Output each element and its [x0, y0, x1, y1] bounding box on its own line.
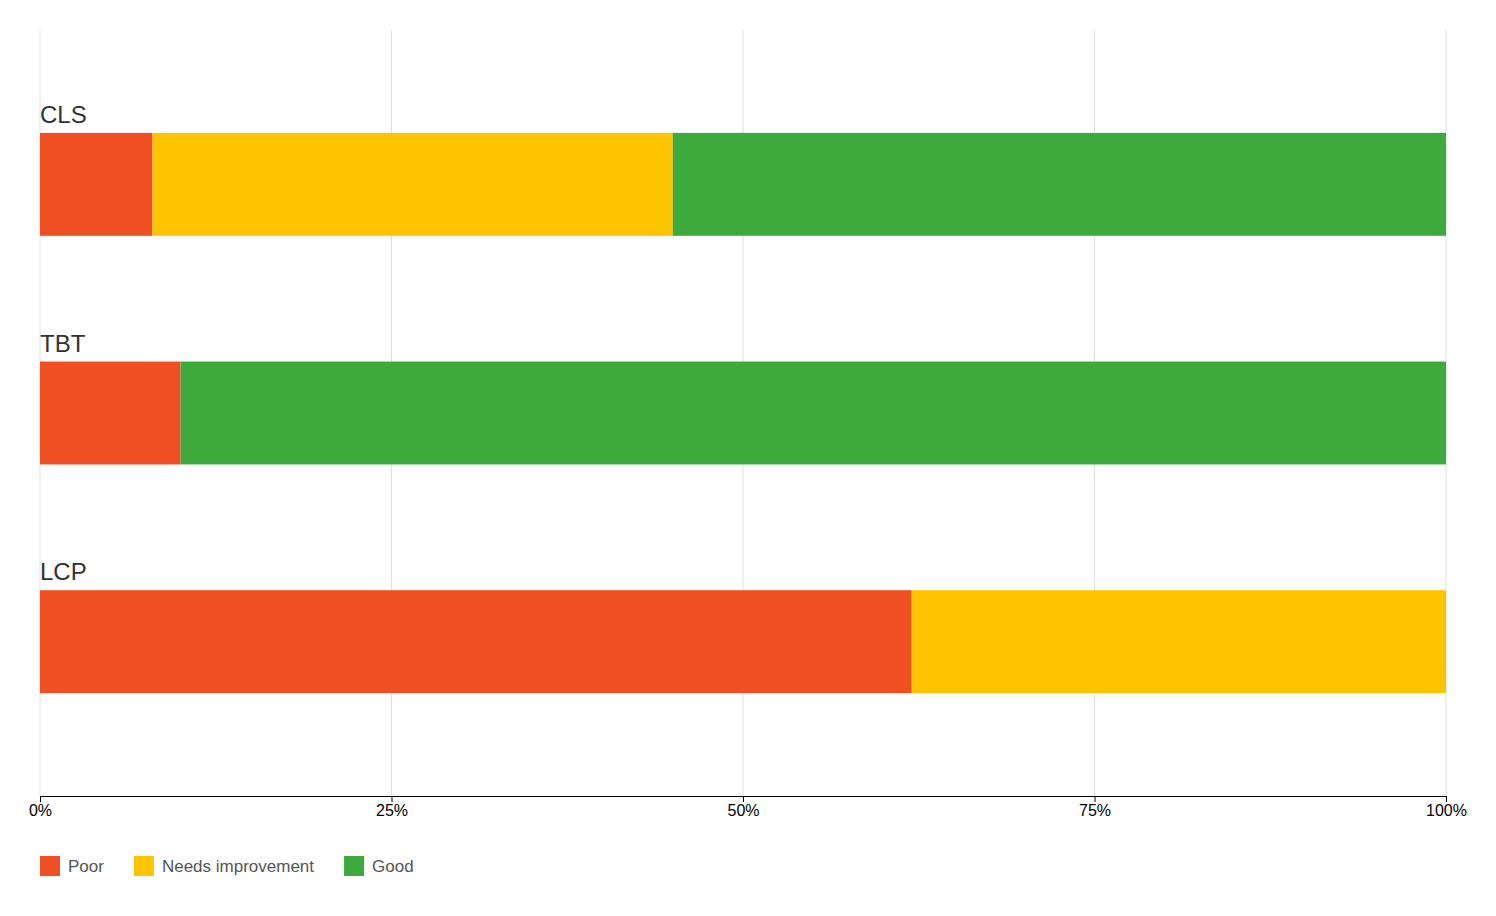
tick: 100%: [1426, 796, 1467, 819]
legend-label: Poor: [68, 857, 104, 876]
chart: LCP TBT CLS 0% 25% 50% 75% 100% Poor Needs improv…: [0, 0, 1496, 916]
bar: [673, 133, 1446, 236]
tick: 25%: [376, 796, 408, 819]
legend-label: Good: [372, 857, 414, 876]
bar: [181, 362, 1446, 465]
tick-label: 75%: [1079, 802, 1111, 819]
bar: [40, 133, 152, 236]
series: [152, 133, 1446, 693]
category-labels: LCP TBT CLS: [40, 101, 87, 585]
tick-mark: [1095, 796, 1096, 802]
x-axis: 0% 25% 50% 75% 100%: [29, 796, 1467, 819]
tick: 0%: [29, 796, 52, 819]
bar: [912, 590, 1446, 693]
tick-mark: [1446, 796, 1447, 802]
tick-label: 100%: [1426, 802, 1467, 819]
legend: Poor Needs improvement Good: [40, 856, 414, 876]
legend-item: Needs improvement: [134, 856, 314, 876]
axis-line: [41, 797, 1447, 803]
legend-item: Poor: [40, 856, 104, 876]
tick-mark: [743, 796, 744, 802]
tick: 50%: [727, 796, 759, 819]
bar: [152, 133, 672, 236]
tick-mark: [392, 796, 393, 802]
category-label: TBT: [40, 330, 86, 357]
bar: [1446, 590, 1447, 693]
category-label: CLS: [40, 101, 87, 128]
plot: LCP TBT CLS 0% 25% 50% 75% 100%: [29, 30, 1467, 819]
legend-label: Needs improvement: [162, 857, 314, 876]
tick-mark: [40, 796, 41, 802]
category-label: LCP: [40, 558, 87, 585]
bars: [40, 133, 1446, 693]
legend-item: Good: [344, 856, 414, 876]
legend-swatch: [134, 856, 154, 876]
series: [181, 133, 1446, 465]
tick-label: 0%: [29, 802, 52, 819]
bar: [40, 590, 912, 693]
legend-swatch: [344, 856, 364, 876]
tick: 75%: [1079, 796, 1111, 819]
tick-label: 25%: [376, 802, 408, 819]
legend-swatch: [40, 856, 60, 876]
tick-label: 50%: [727, 802, 759, 819]
bar: [40, 362, 181, 465]
grid: [40, 30, 1446, 796]
